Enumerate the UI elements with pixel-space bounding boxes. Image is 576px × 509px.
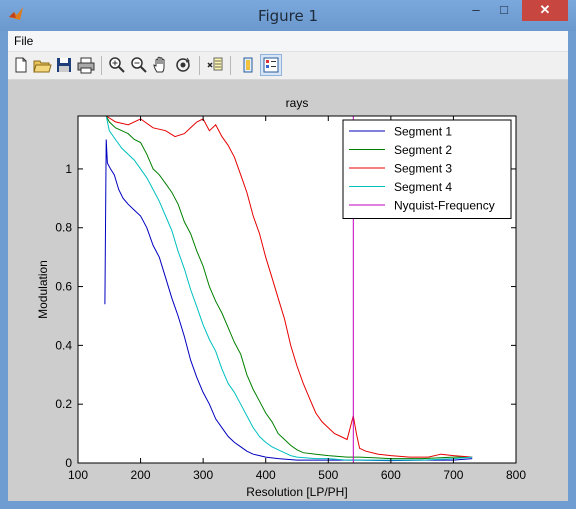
y-tick-label: 0.4 bbox=[55, 338, 72, 352]
y-tick-label: 1 bbox=[65, 162, 72, 176]
x-tick-label: 500 bbox=[318, 468, 338, 482]
toolbar-separator bbox=[101, 56, 102, 75]
x-tick-label: 300 bbox=[193, 468, 213, 482]
zoom-out-icon[interactable] bbox=[129, 55, 149, 75]
y-tick-label: 0.8 bbox=[55, 221, 72, 235]
menu-file[interactable]: File bbox=[14, 34, 34, 48]
legend-label-2: Segment 2 bbox=[394, 143, 452, 157]
series-line-3 bbox=[105, 116, 473, 458]
pan-hand-icon[interactable] bbox=[151, 55, 171, 75]
legend-label-4: Segment 4 bbox=[394, 180, 452, 194]
figure-toolbar bbox=[8, 52, 568, 80]
series-line-2 bbox=[105, 116, 473, 460]
series-line-4 bbox=[105, 116, 473, 461]
menu-bar: File bbox=[8, 31, 568, 52]
y-tick-label: 0.6 bbox=[55, 280, 72, 294]
axes-box bbox=[77, 115, 517, 464]
y-tick-label: 0.2 bbox=[55, 397, 72, 411]
legend-label-1: Segment 1 bbox=[394, 125, 452, 139]
legend-box bbox=[342, 119, 512, 219]
close-button[interactable]: ✕ bbox=[522, 0, 568, 21]
hide-plot-tools-icon[interactable] bbox=[238, 55, 258, 75]
plot-area[interactable]: 100 200 300 400 500 600 700 800 0 0.2 0.4 0.6 0.8 1 ra… bbox=[8, 80, 568, 501]
chart-title: rays bbox=[286, 96, 309, 110]
zoom-in-icon[interactable] bbox=[107, 55, 127, 75]
insert-colorbar-icon[interactable] bbox=[205, 55, 225, 75]
client-area: File bbox=[8, 31, 568, 501]
x-tick-label: 400 bbox=[256, 468, 276, 482]
y-axis-label: Modulation bbox=[36, 260, 50, 319]
x-tick-label: 200 bbox=[131, 468, 151, 482]
print-icon[interactable] bbox=[76, 55, 96, 75]
figure-canvas[interactable]: 100 200 300 400 500 600 700 800 0 0.2 0.4 0.6 0.8 1 ra… bbox=[8, 80, 568, 501]
new-figure-icon[interactable] bbox=[11, 55, 31, 75]
toolbar-separator bbox=[230, 56, 231, 75]
x-tick-label: 100 bbox=[68, 468, 88, 482]
matlab-icon bbox=[9, 7, 23, 20]
legend-label-5: Nyquist-Frequency bbox=[394, 199, 495, 213]
minimize-button[interactable]: ‒ bbox=[472, 2, 480, 17]
y-tick-label: 0 bbox=[65, 456, 72, 470]
save-icon[interactable] bbox=[54, 55, 74, 75]
legend-label-3: Segment 3 bbox=[394, 162, 452, 176]
x-axis-label: Resolution [LP/PH] bbox=[246, 485, 347, 499]
x-tick-label: 600 bbox=[381, 468, 401, 482]
x-tick-label: 700 bbox=[443, 468, 463, 482]
x-tick-label: 800 bbox=[506, 468, 526, 482]
maximize-button[interactable]: □ bbox=[500, 2, 508, 17]
toolbar-separator bbox=[199, 56, 200, 75]
series-line-1 bbox=[104, 139, 473, 462]
open-file-icon[interactable] bbox=[32, 55, 52, 75]
rotate-3d-icon[interactable] bbox=[173, 55, 193, 75]
window-title: Figure 1 bbox=[257, 7, 319, 25]
title-bar[interactable]: Figure 1 ‒ □ ✕ bbox=[0, 0, 576, 31]
show-plot-tools-icon[interactable] bbox=[260, 54, 282, 76]
